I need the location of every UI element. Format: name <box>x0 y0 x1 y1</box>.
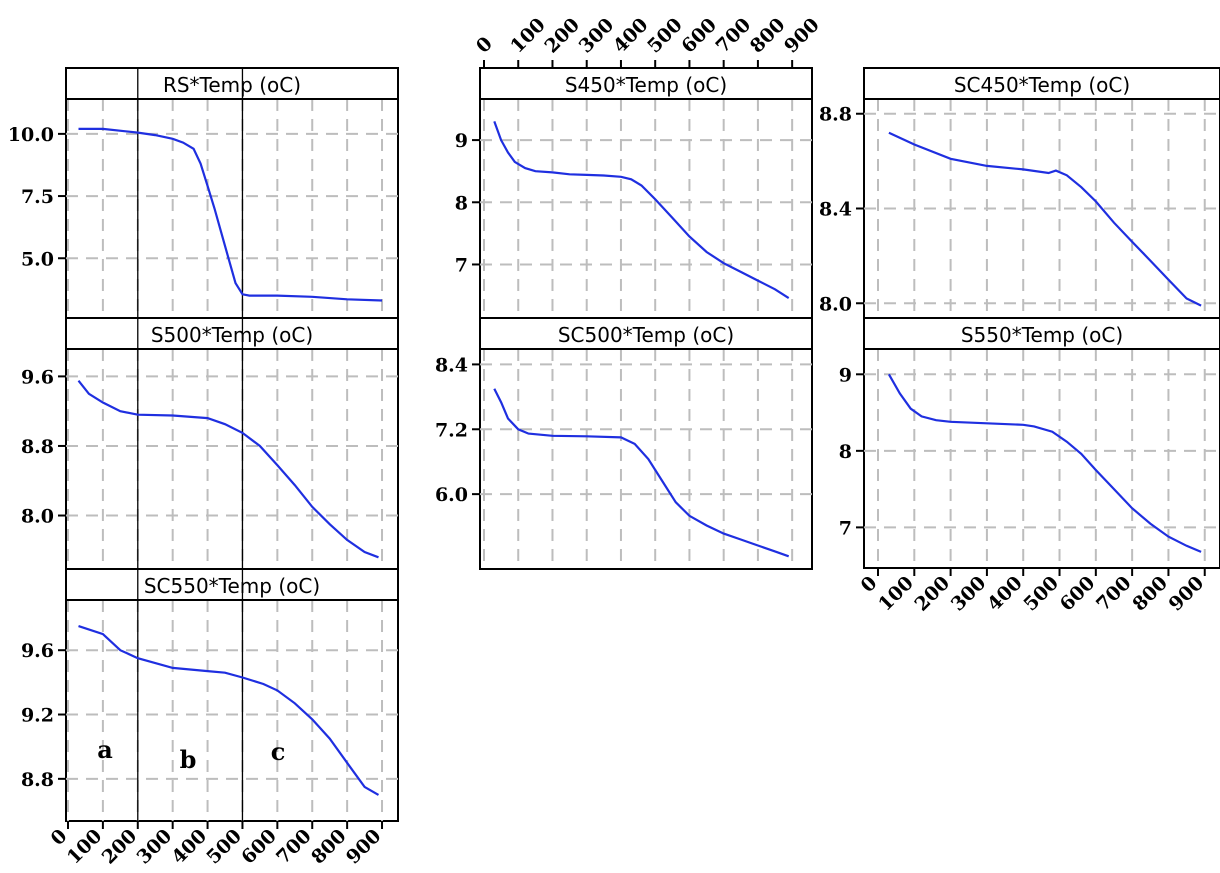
y-tick-label: 8.4 <box>435 354 468 376</box>
panel-title: SC450*Temp (oC) <box>954 73 1130 97</box>
x-tick-label: 0 <box>472 33 497 58</box>
x-tick-label: 500 <box>643 14 687 58</box>
x-tick-label: 300 <box>575 14 619 58</box>
panel: S550*Temp (oC)78901002003004005006007008… <box>839 317 1220 616</box>
y-tick-label: 10.0 <box>8 124 54 146</box>
panel: S450*Temp (oC) 7 8 9 0 1002003004005006007008… <box>455 14 824 319</box>
x-tick-label: 200 <box>98 825 142 869</box>
panel-title: S450*Temp (oC) <box>565 73 727 97</box>
x-tick-label: 900 <box>1165 572 1209 616</box>
x-tick-label: 600 <box>237 825 281 869</box>
y-tick-label: 7 <box>455 254 468 276</box>
x-tick-label: 700 <box>712 14 756 58</box>
panel-title: S550*Temp (oC) <box>961 323 1123 347</box>
y-tick-label: 9 <box>839 364 852 386</box>
panel-frame <box>479 317 813 570</box>
x-tick-label: 100 <box>63 825 107 869</box>
x-tick-label: 600 <box>1056 572 1100 616</box>
y-tick-label: 9.2 <box>21 705 54 727</box>
panel: RS*Temp (oC) 5.0 7.5 10.0 <box>8 67 399 319</box>
panel-title: RS*Temp (oC) <box>163 73 301 97</box>
panel-strip <box>479 317 813 350</box>
panel-strip <box>65 67 399 100</box>
panel: S500*Temp (oC) 8.0 8.8 9.6 <box>21 317 399 570</box>
panel-strip <box>479 67 813 100</box>
panel-title: SC550*Temp (oC) <box>144 574 320 598</box>
y-tick-label: 8.4 <box>819 199 852 221</box>
x-tick-label: 800 <box>307 825 351 869</box>
x-tick-label: 700 <box>272 825 316 869</box>
y-tick-label: 8.0 <box>21 506 54 528</box>
panel-strip <box>863 317 1220 350</box>
x-tick-label: 100 <box>874 572 918 616</box>
x-tick-label: 800 <box>746 14 790 58</box>
panel-frame <box>863 317 1220 569</box>
x-tick-label: 500 <box>1019 572 1063 616</box>
panel-strip <box>65 568 399 601</box>
panel-title: SC500*Temp (oC) <box>558 323 734 347</box>
y-tick-label: 8 <box>455 192 468 214</box>
y-tick-label: 5.0 <box>21 248 54 270</box>
x-tick-label: 400 <box>167 825 211 869</box>
data-series-line <box>888 131 1202 307</box>
data-series-line <box>78 127 383 302</box>
y-tick-label: 9 <box>455 130 468 152</box>
y-tick-label: 7.5 <box>21 186 54 208</box>
y-tick-label: 9.6 <box>21 366 54 388</box>
region-label-b: b <box>180 745 197 774</box>
y-tick-label: 8.8 <box>819 104 852 126</box>
data-series-line <box>887 373 1202 553</box>
x-tick-label: 100 <box>506 14 550 58</box>
x-tick-label: 900 <box>780 14 824 58</box>
y-tick-label: 7.2 <box>435 419 468 441</box>
data-series-line <box>493 388 790 558</box>
data-series-line <box>77 380 379 559</box>
data-series-line <box>493 121 790 300</box>
region-label-c: c <box>271 737 286 766</box>
y-tick-label: 8.8 <box>21 769 54 791</box>
panel-frame <box>479 67 813 319</box>
panel-frame <box>863 67 1220 319</box>
y-tick-label: 7 <box>839 517 852 539</box>
region-label-a: a <box>97 735 113 764</box>
y-tick-label: 8.0 <box>819 293 852 315</box>
x-tick-label: 900 <box>342 825 386 869</box>
y-tick-label: 6.0 <box>435 484 468 506</box>
y-tick-label: 8 <box>839 441 852 463</box>
y-tick-label: 8.8 <box>21 436 54 458</box>
panel: SC550*Temp (oC)8.89.29.6a b c0100200300400… <box>21 568 399 869</box>
x-tick-label: 500 <box>202 825 246 869</box>
panel-frame <box>65 317 399 570</box>
x-tick-label: 400 <box>983 572 1027 616</box>
x-tick-label: 400 <box>609 14 653 58</box>
y-tick-label: 9.6 <box>21 640 54 662</box>
x-tick-label: 600 <box>677 14 721 58</box>
data-series-line <box>78 625 380 796</box>
panel-frame <box>65 67 399 319</box>
panel-strip <box>863 67 1220 100</box>
panel-title: S500*Temp (oC) <box>151 323 313 347</box>
panel: SC450*Temp (oC) 8.0 8.4 8.8 <box>819 67 1220 319</box>
x-tick-label: 200 <box>911 572 955 616</box>
x-tick-label: 700 <box>1092 572 1136 616</box>
x-tick-label: 200 <box>540 14 584 58</box>
x-tick-label: 300 <box>133 825 177 869</box>
panel: SC500*Temp (oC) 6.0 7.2 8.4 <box>435 317 813 570</box>
x-tick-label: 300 <box>947 572 991 616</box>
panel-frame <box>65 568 399 822</box>
x-tick-label: 800 <box>1128 572 1172 616</box>
panel-strip <box>65 317 399 350</box>
